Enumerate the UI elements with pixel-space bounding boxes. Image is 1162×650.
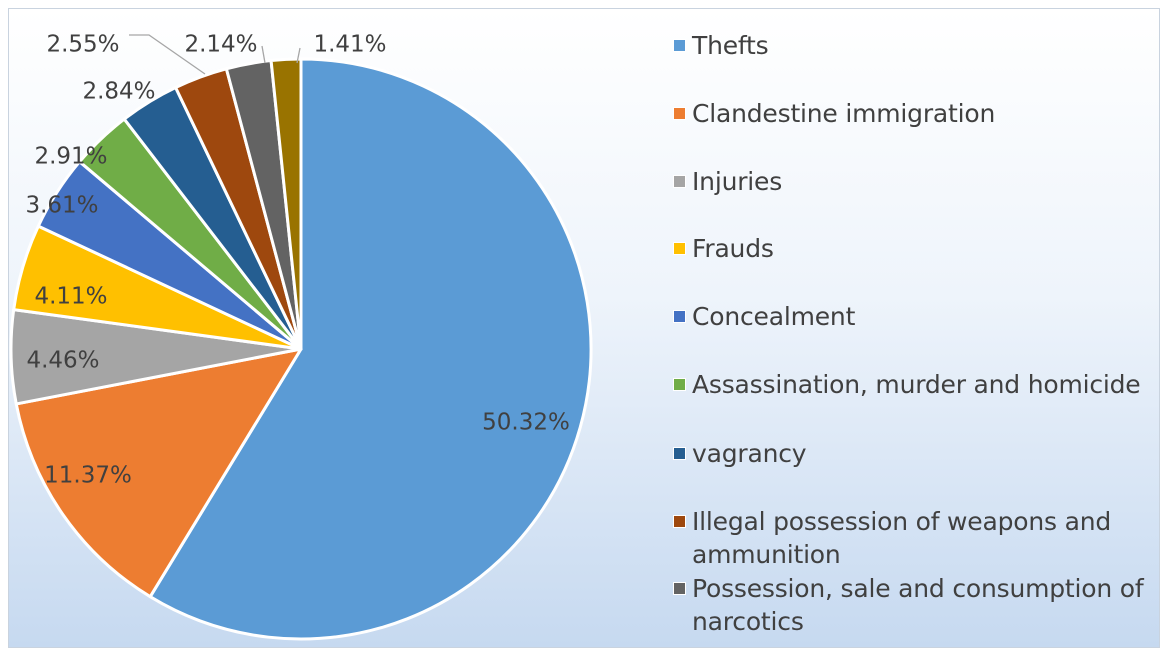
legend-item-1: Thefts [673,29,1162,62]
data-label-2: 11.37% [44,463,132,489]
legend-item-2: Clandestine immigration [673,97,1162,130]
pie-chart: 50.32% 11.37% 4.46% 4.11% 3.61% 2.91% 2.84% 2.5… [9,32,593,641]
data-label-1: 50.32% [482,410,570,436]
data-label-7: 2.84% [82,79,155,105]
data-label-5: 3.61% [25,193,98,219]
legend-item-4: Frauds [673,232,1162,265]
leader-line-10 [296,47,301,64]
legend-label-9: Possession, sale and consumption of narc… [692,574,1144,636]
legend-item-8: Illegal possession of weapons and ammuni… [673,505,1162,571]
legend-swatch-4 [673,242,686,255]
legend-item-5: Concealment [673,300,1162,333]
leader-line-8 [129,34,206,75]
legend-label-5: Concealment [692,302,856,331]
legend-label-1: Thefts [692,31,769,60]
pie-slice-1 [148,57,593,641]
legend-swatch-5 [673,310,686,323]
pie-slice-2 [14,347,303,599]
legend-item-6: Assassination, murder and homicide [673,368,1162,401]
legend-swatch-8 [673,515,686,528]
legend-item-9: Possession, sale and consumption of narc… [673,572,1162,638]
legend-label-7: vagrancy [692,439,807,468]
data-label-9: 2.14% [184,32,257,58]
legend-item-7: vagrancy [673,437,1162,470]
chart-area: 50.32% 11.37% 4.46% 4.11% 3.61% 2.91% 2.84% 2.5… [8,8,1160,648]
data-label-6: 2.91% [34,144,107,170]
legend-label-4: Frauds [692,234,774,263]
legend-item-3: Injuries [673,165,1162,198]
legend-swatch-3 [673,175,686,188]
pie-slice-10 [269,57,303,351]
legend-swatch-2 [673,107,686,120]
legend-label-6: Assassination, murder and homicide [692,370,1141,399]
legend-swatch-6 [673,378,686,391]
data-label-4: 4.11% [34,284,107,310]
data-label-10: 1.41% [313,32,386,58]
legend-swatch-1 [673,39,686,52]
leader-line-9 [261,45,266,64]
legend-label-3: Injuries [692,167,783,196]
data-label-8: 2.55% [46,32,119,58]
legend-label-2: Clandestine immigration [692,99,996,128]
data-label-3: 4.46% [26,348,99,374]
legend-label-8: Illegal possession of weapons and ammuni… [692,507,1112,569]
legend-swatch-7 [673,447,686,460]
legend-swatch-9 [673,582,686,595]
